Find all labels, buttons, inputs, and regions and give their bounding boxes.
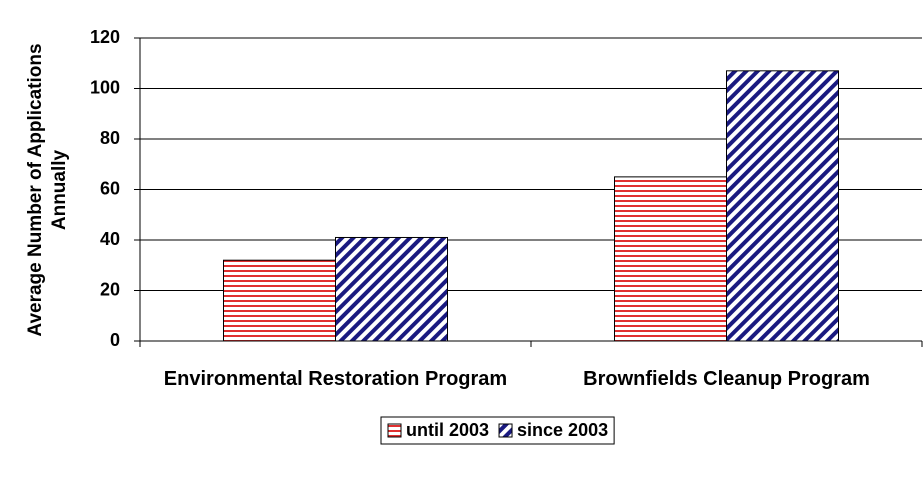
- y-tick-label: 40: [100, 229, 120, 249]
- legend-swatch: [387, 423, 402, 438]
- legend-swatch: [498, 423, 513, 438]
- y-tick-label: 80: [100, 128, 120, 148]
- y-tick-label: 0: [110, 330, 120, 350]
- y-tick-label: 100: [90, 77, 120, 97]
- bar: [335, 236, 448, 342]
- y-tick-label: 20: [100, 279, 120, 299]
- y-tick-label: 60: [100, 178, 120, 198]
- legend: until 2003 since 2003: [380, 416, 615, 445]
- x-tick-label: Environmental Restoration Program: [163, 368, 508, 390]
- bar: [726, 70, 839, 342]
- legend-label: until 2003: [406, 420, 489, 440]
- bar: [614, 176, 727, 342]
- legend-label: since 2003: [517, 420, 608, 440]
- legend-box: [380, 416, 615, 445]
- y-tick-label: 120: [90, 27, 120, 47]
- bar: [223, 259, 336, 342]
- x-tick-label: Brownfields Cleanup Program: [583, 368, 870, 390]
- y-axis-label: Average Number of Applications Annually: [25, 43, 70, 337]
